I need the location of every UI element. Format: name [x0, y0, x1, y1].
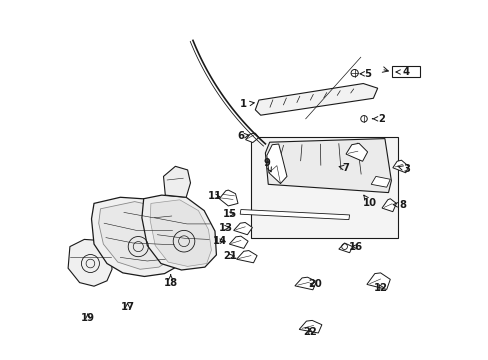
Polygon shape [68, 239, 112, 286]
Text: 4: 4 [395, 67, 409, 77]
Text: 22: 22 [303, 327, 317, 337]
Text: 12: 12 [373, 283, 387, 293]
Polygon shape [266, 144, 286, 184]
Polygon shape [299, 320, 321, 333]
Polygon shape [99, 202, 179, 269]
Text: 17: 17 [120, 302, 134, 312]
Polygon shape [245, 133, 258, 143]
Text: 9: 9 [263, 158, 271, 172]
Polygon shape [294, 277, 316, 290]
Text: 11: 11 [207, 191, 222, 201]
Polygon shape [91, 197, 187, 276]
Polygon shape [381, 199, 396, 212]
Polygon shape [142, 195, 216, 270]
Polygon shape [240, 210, 349, 220]
Text: 8: 8 [392, 200, 406, 210]
Polygon shape [392, 160, 408, 173]
Text: 21: 21 [223, 251, 237, 261]
FancyBboxPatch shape [391, 66, 419, 77]
Text: 3: 3 [397, 164, 409, 174]
Polygon shape [236, 251, 257, 263]
Text: 10: 10 [362, 195, 376, 208]
Polygon shape [229, 236, 247, 248]
Polygon shape [366, 273, 389, 289]
Polygon shape [233, 222, 252, 235]
Text: 14: 14 [212, 236, 227, 246]
Text: 19: 19 [81, 312, 95, 323]
Text: 16: 16 [348, 242, 363, 252]
Polygon shape [150, 200, 211, 266]
Bar [250, 137, 397, 238]
Text: 20: 20 [307, 279, 321, 289]
Text: 15: 15 [223, 209, 237, 219]
Polygon shape [163, 166, 190, 197]
Polygon shape [265, 139, 390, 193]
Polygon shape [338, 243, 352, 253]
Text: 7: 7 [338, 163, 349, 173]
Text: 6: 6 [237, 131, 248, 141]
Text: 2: 2 [371, 114, 384, 124]
Polygon shape [346, 143, 367, 161]
Text: 1: 1 [240, 99, 254, 109]
Polygon shape [219, 190, 238, 206]
Text: 18: 18 [163, 275, 178, 288]
Text: 5: 5 [359, 69, 370, 79]
Text: 13: 13 [218, 222, 232, 233]
Polygon shape [255, 84, 377, 115]
Polygon shape [370, 176, 389, 187]
